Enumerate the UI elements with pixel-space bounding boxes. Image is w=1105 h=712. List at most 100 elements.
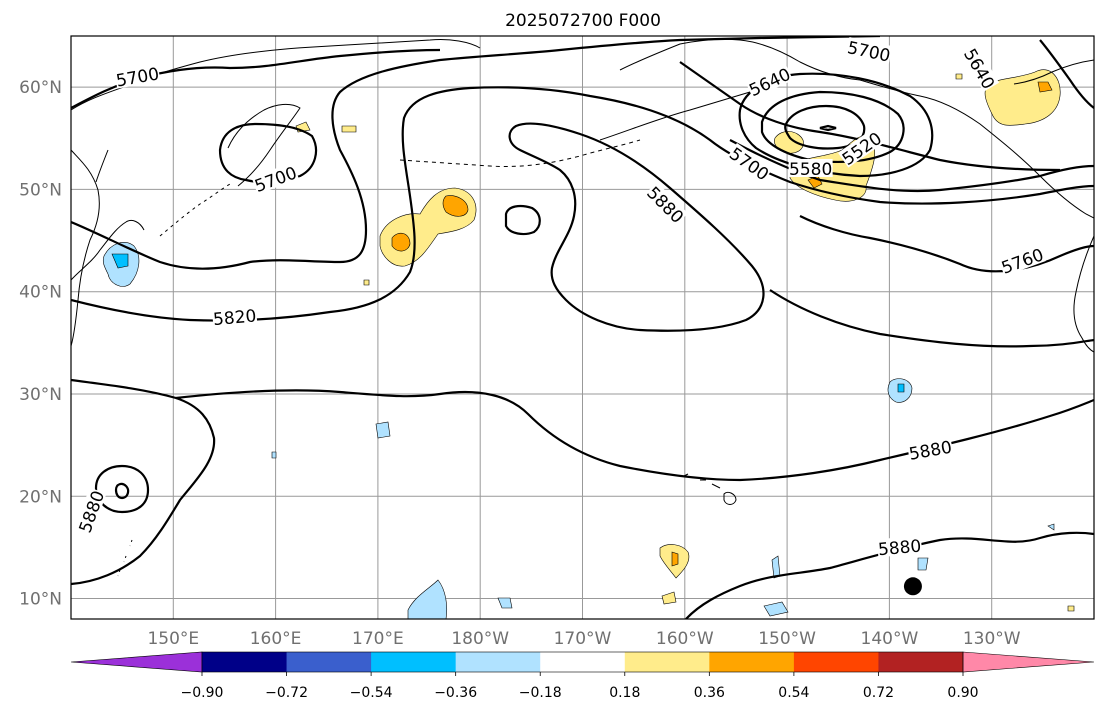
anomaly-negative-3 [497, 597, 513, 609]
anomaly-positive-small-2 [341, 125, 357, 133]
contour-5700-east [679, 61, 1061, 172]
anomaly-negative-4 [763, 601, 789, 617]
colorbar-segment [455, 652, 541, 672]
anomaly-core-northeast [1037, 81, 1053, 93]
contour-5880-typhoon-outer [94, 464, 150, 514]
contour-5640-low [738, 72, 934, 178]
contour-5820-west [71, 36, 881, 270]
contour-label-bg [845, 36, 893, 64]
anomaly-negative-1 [375, 421, 391, 439]
contour-label: 5880 [876, 535, 923, 561]
lat-tick-label: 30°N [19, 385, 62, 405]
coastline-north-america [1073, 235, 1094, 353]
colorbar-tick-label: −0.36 [434, 685, 477, 701]
colorbar-segment [540, 652, 626, 672]
latitude-tick-labels: 10°N 20°N 30°N 40°N 50°N 60°N [19, 78, 62, 609]
colorbar-segment [286, 652, 372, 672]
contour-label-bg [726, 143, 774, 184]
lon-tick-label: 150°W [758, 629, 816, 649]
contour-5700-northeast [1039, 39, 1094, 109]
colorbar-tick-label: −0.72 [265, 685, 308, 701]
contour-5880-ridge [508, 122, 765, 332]
anomaly-negative-subtropic-core [897, 383, 905, 393]
coastline-alaska-west [619, 38, 861, 81]
contour-label-bg [876, 535, 923, 558]
contour-label-text: 5580 [789, 160, 832, 180]
contour-label-bg [74, 487, 107, 536]
lon-tick-label: 170°W [554, 629, 612, 649]
anomaly-negative-2 [407, 579, 448, 619]
coastline-kuril-2 [95, 149, 109, 183]
colorbar-outline [201, 651, 964, 673]
anomaly-positive-south-2 [661, 591, 677, 605]
anomaly-positive-small-5 [363, 279, 370, 286]
lat-tick-label: 10°N [19, 590, 62, 610]
map-frame [70, 35, 1095, 620]
contour-label: 5700 [845, 36, 893, 67]
colorbar-tick-label: 0.36 [694, 685, 725, 701]
contour-5880-mid [175, 389, 1094, 482]
contour-label-bg [211, 305, 258, 328]
contour-label-bg [114, 63, 161, 89]
longitude-tick-labels: 150°E 160°E 170°E 180°W 170°W 160°W 150°W 140°W… [147, 629, 1020, 649]
colorbar-segment [371, 652, 457, 672]
colorbar-tick-label: −0.18 [519, 685, 562, 701]
map-title: 2025072700 F000 [505, 11, 661, 31]
contour-5880-typhoon-inner [114, 482, 130, 500]
contour-label-text: 5820 [212, 306, 257, 330]
contour-label-bg [961, 44, 1000, 92]
lon-tick-label: 130°W [963, 629, 1021, 649]
contour-label-bg [998, 244, 1046, 277]
contour-5580-low [760, 90, 905, 164]
colorbar-segment [878, 652, 964, 672]
colorbar-segment [624, 652, 710, 672]
anomaly-negative-6 [917, 557, 929, 571]
contour-label-bg [838, 127, 885, 168]
lon-tick-label: 140°W [861, 629, 919, 649]
lon-tick-label: 160°E [250, 629, 302, 649]
colorbar-extend-high [962, 651, 1095, 673]
colorbar [70, 651, 1095, 673]
location-marker [903, 577, 922, 596]
contour-5880-small-closed [504, 204, 541, 236]
coastline-canada [1013, 59, 1094, 85]
colorbar-labels: −0.90 −0.72 −0.54 −0.36 −0.18 0.18 0.36 0.54 0.7… [181, 672, 979, 701]
lon-tick-label: 170°E [352, 629, 404, 649]
lat-tick-label: 40°N [19, 283, 62, 303]
contour-label-bg [745, 63, 794, 99]
contour-label-text: 5880 [877, 537, 922, 561]
colorbar-tick-label: −0.90 [181, 685, 224, 701]
contour-low-center [819, 124, 837, 132]
anomaly-core-dateline-1 [442, 195, 469, 217]
anomaly-negative-7 [271, 451, 277, 459]
anomaly-core-south [671, 551, 679, 567]
colorbar-tick-label: 0.72 [863, 685, 894, 701]
anomaly-positive-small-3 [955, 73, 963, 80]
coastline-aleutians [399, 139, 641, 167]
contour-label-bg [644, 182, 688, 226]
anomaly-negative-japan-core [111, 253, 129, 269]
contour-5760-east-south [799, 215, 1094, 273]
colorbar-tick-label: −0.54 [350, 685, 393, 701]
colorbar-segment [202, 652, 288, 672]
colorbar-segment [793, 652, 879, 672]
contour-5700-west-loop [218, 122, 318, 184]
coastline-hawaii [683, 473, 737, 505]
lat-tick-label: 50°N [19, 180, 62, 200]
lat-tick-label: 20°N [19, 487, 62, 507]
coastline-marianas [117, 539, 133, 577]
contour-5880-main [71, 378, 216, 586]
coastline-asia [71, 149, 100, 347]
contour-5820-east [769, 289, 1094, 348]
contour-label-bg [251, 162, 300, 195]
coastline-japan [71, 219, 145, 281]
contour-label-bg [788, 158, 833, 177]
anomaly-core-dateline-2 [391, 232, 411, 252]
colorbar-tick-label: 0.90 [947, 685, 978, 701]
coastline-kamchatka [227, 103, 301, 187]
colorbar-tick-label: 0.18 [609, 685, 640, 701]
contour-label-bg [906, 436, 954, 462]
